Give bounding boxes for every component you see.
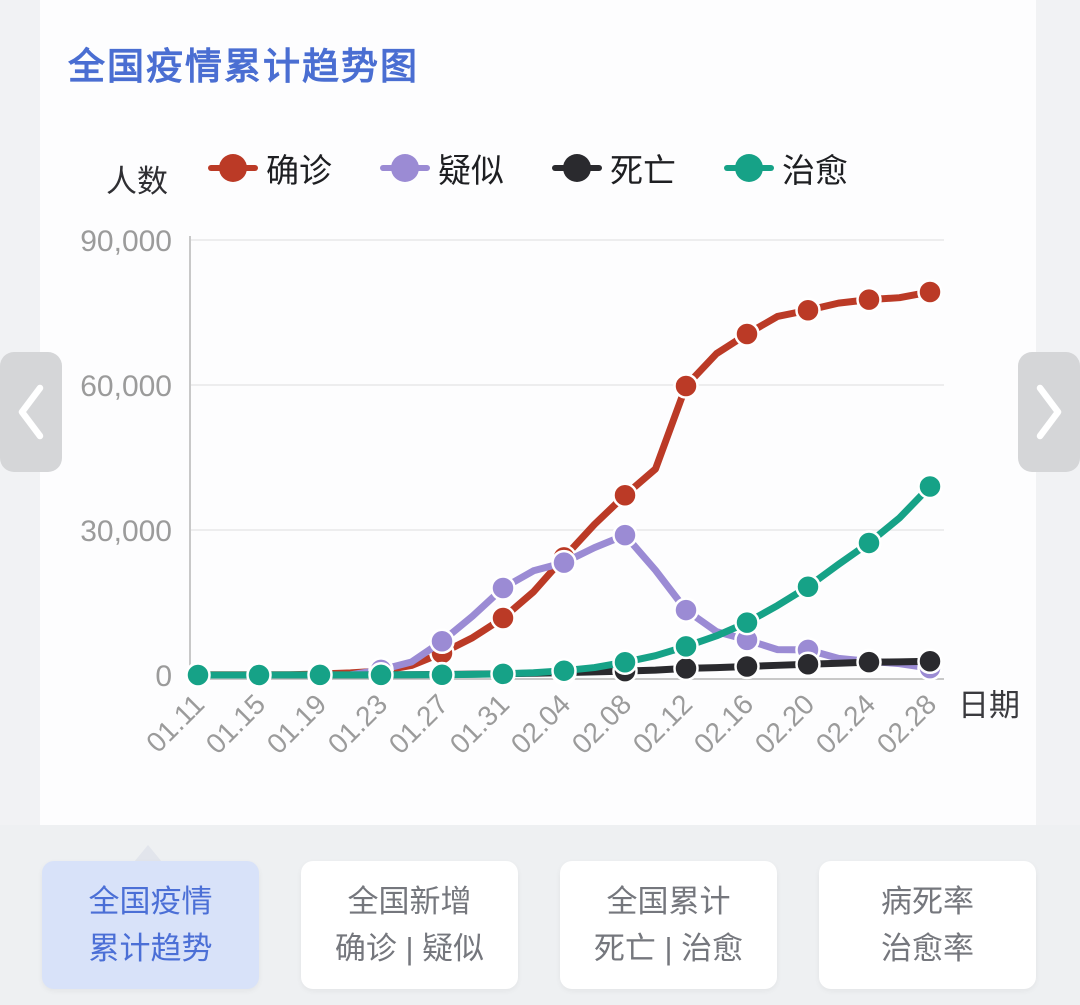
svg-text:02.04: 02.04: [505, 688, 576, 759]
legend-item-suspected[interactable]: 疑似: [380, 144, 504, 192]
tab-label-line1: 全国新增: [347, 884, 472, 919]
svg-text:02.28: 02.28: [871, 688, 942, 759]
svg-text:02.24: 02.24: [810, 688, 881, 759]
legend-label: 确诊: [266, 152, 332, 189]
svg-text:90,000: 90,000: [80, 225, 172, 258]
legend-item-death[interactable]: 死亡: [552, 144, 676, 192]
chevron-right-icon: [1036, 384, 1062, 440]
svg-text:60,000: 60,000: [80, 370, 172, 403]
tab-label-line2: 确诊 | 疑似: [334, 931, 485, 966]
svg-text:02.08: 02.08: [566, 688, 637, 759]
legend-item-cured[interactable]: 治愈: [724, 144, 848, 192]
tab-bar: 全国疫情 累计趋势 全国新增 确诊 | 疑似 全国累计 死亡 | 治愈 病死率 …: [0, 825, 1080, 1005]
svg-text:01.27: 01.27: [383, 688, 454, 759]
svg-text:02.12: 02.12: [627, 688, 698, 759]
tab-label-line2: 累计趋势: [88, 931, 213, 966]
svg-text:01.11: 01.11: [140, 688, 210, 758]
tab-fatality-cure-rate[interactable]: 病死率 治愈率: [819, 861, 1036, 989]
y-axis-title: 人数: [106, 164, 168, 199]
svg-text:30,000: 30,000: [80, 515, 172, 548]
chart-legend: 确诊 疑似 死亡 治愈: [208, 144, 848, 192]
page-title: 全国疫情累计趋势图: [68, 46, 419, 87]
tab-national-new-confirmed-suspected[interactable]: 全国新增 确诊 | 疑似: [301, 861, 518, 989]
svg-text:01.31: 01.31: [444, 688, 515, 759]
tab-label-line1: 全国累计: [606, 884, 731, 919]
tab-national-cumulative-trend[interactable]: 全国疫情 累计趋势: [42, 861, 259, 989]
svg-text:日期: 日期: [958, 688, 1020, 723]
tab-label-line1: 全国疫情: [88, 884, 213, 919]
tab-label-line2: 治愈率: [881, 931, 974, 966]
active-tab-notch: [134, 845, 162, 862]
svg-text:01.15: 01.15: [200, 688, 271, 759]
chart-card: 全国疫情累计趋势图 0 30,000 60,000 90,000 01.11 01.15 0…: [40, 0, 1036, 825]
legend-item-confirmed[interactable]: 确诊: [208, 144, 332, 192]
svg-text:01.23: 01.23: [322, 688, 393, 759]
svg-text:02.20: 02.20: [749, 688, 820, 759]
svg-text:0: 0: [155, 660, 172, 693]
legend-label: 疑似: [438, 152, 504, 189]
carousel-prev-button[interactable]: [0, 352, 62, 472]
tab-label-line1: 病死率: [881, 884, 974, 919]
legend-label: 死亡: [610, 152, 676, 189]
svg-text:01.19: 01.19: [261, 688, 332, 759]
tab-national-cumulative-death-cured[interactable]: 全国累计 死亡 | 治愈: [560, 861, 777, 989]
svg-text:02.16: 02.16: [688, 688, 759, 759]
chevron-left-icon: [18, 384, 44, 440]
legend-label: 治愈: [782, 152, 848, 189]
cumulative-trend-chart[interactable]: 030,00060,00090,00001.1101.1501.1901.230…: [40, 0, 1036, 825]
cured-marker-icon: [724, 153, 774, 183]
death-marker-icon: [552, 153, 602, 183]
confirmed-marker-icon: [208, 153, 258, 183]
suspected-marker-icon: [380, 153, 430, 183]
tab-label-line2: 死亡 | 治愈: [593, 931, 744, 966]
carousel-next-button[interactable]: [1018, 352, 1080, 472]
